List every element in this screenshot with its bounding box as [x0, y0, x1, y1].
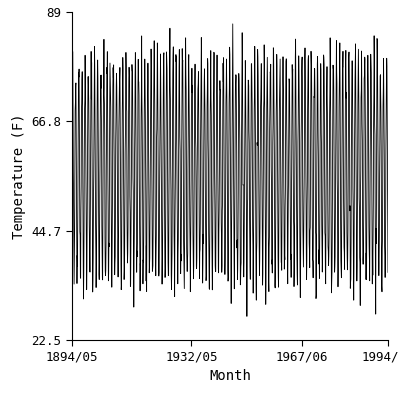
Y-axis label: Temperature (F): Temperature (F): [12, 113, 26, 239]
X-axis label: Month: Month: [209, 369, 251, 383]
